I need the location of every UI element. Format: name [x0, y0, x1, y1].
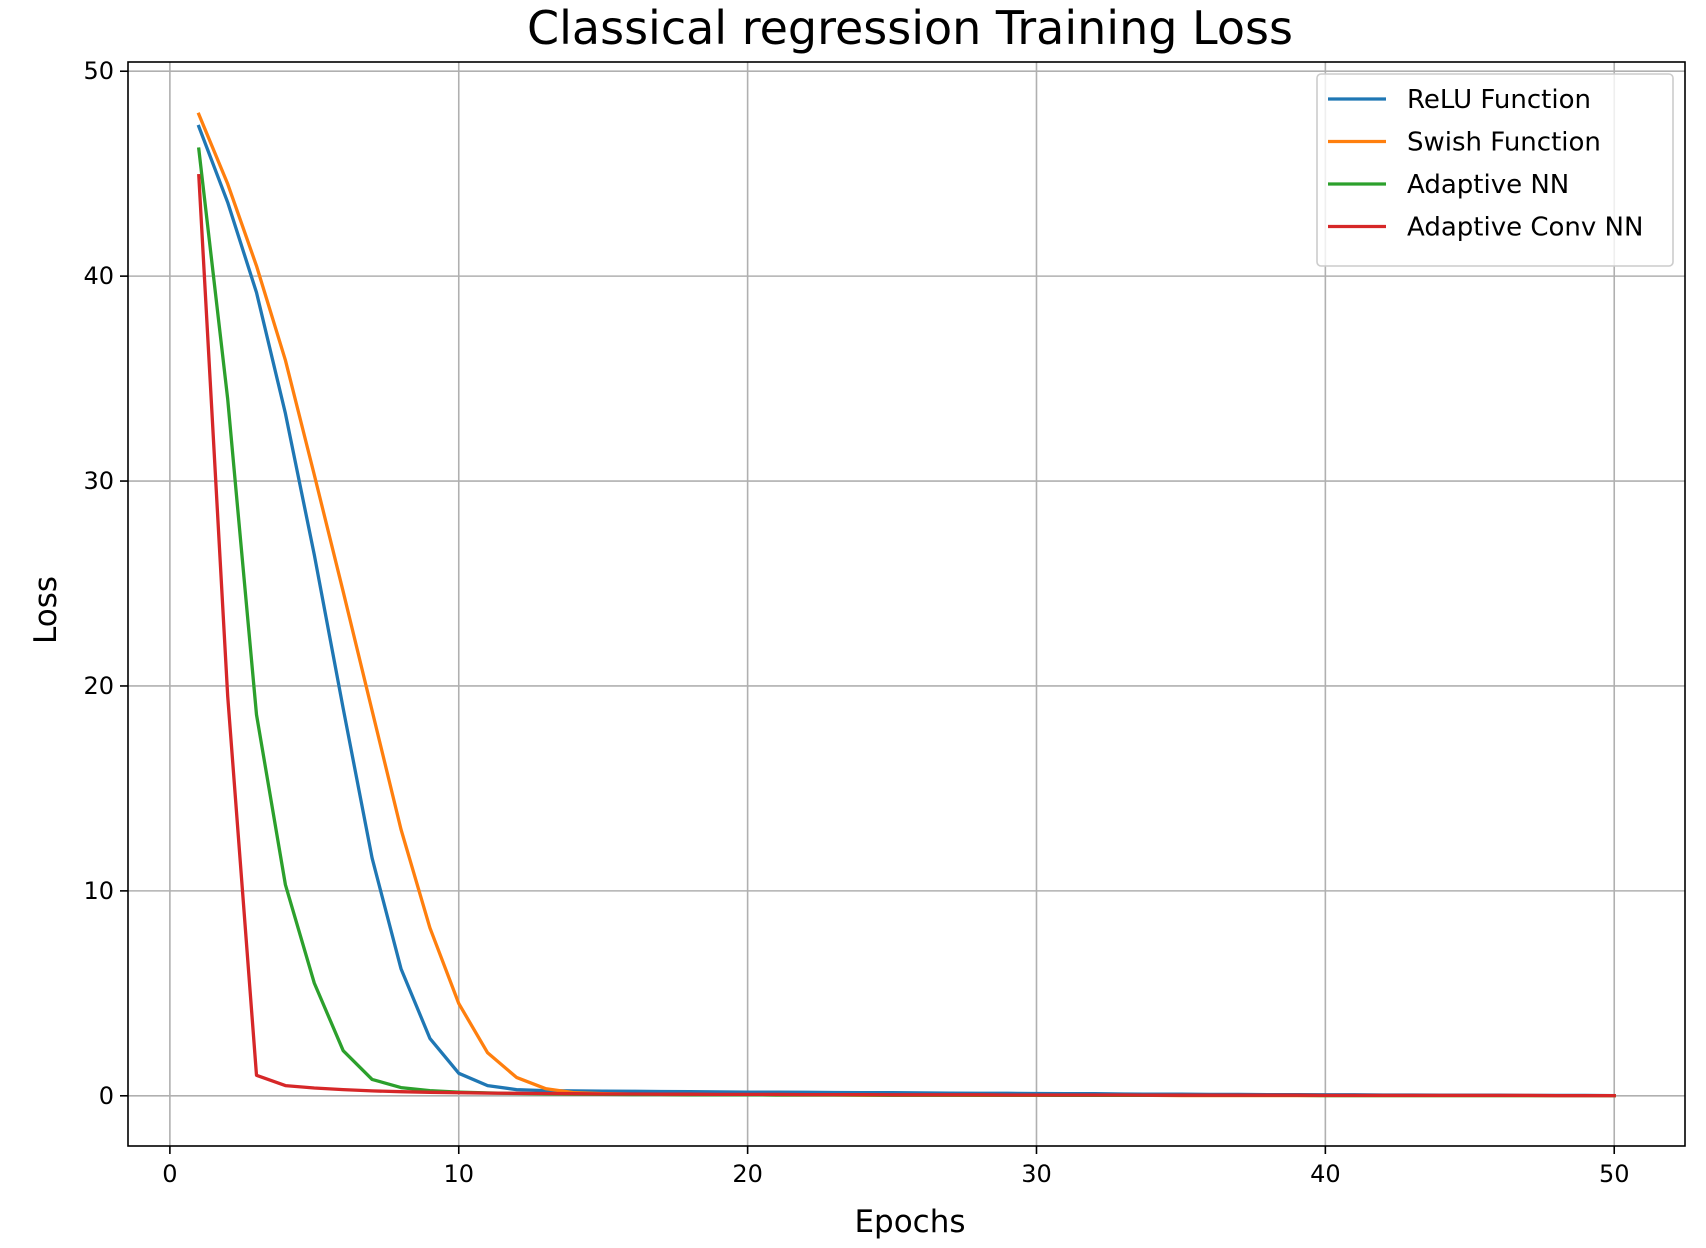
axis-ticks: 0 10 20 30 40 50 0 10 20 30 40 50 [83, 57, 1629, 1188]
y-tick-label: 30 [83, 467, 114, 495]
x-axis-label: Epochs [854, 1204, 965, 1240]
y-tick-label: 50 [83, 57, 114, 85]
legend-label: Adaptive NN [1407, 170, 1569, 200]
chart-title: Classical regression Training Loss [527, 1, 1293, 55]
legend-box [1316, 73, 1674, 267]
series-lines [196, 112, 1616, 1098]
legend-label: ReLU Function [1407, 85, 1591, 115]
legend-label: Adaptive Conv NN [1407, 213, 1643, 243]
x-tick-label: 40 [1310, 1160, 1341, 1188]
x-tick-label: 0 [162, 1160, 177, 1188]
legend-label: Swish Function [1407, 128, 1601, 158]
x-tick-label: 30 [1021, 1160, 1052, 1188]
x-tick-label: 10 [443, 1160, 474, 1188]
x-tick-label: 50 [1599, 1160, 1630, 1188]
legend: ReLU Function Swish Function Adaptive NN Ad… [1316, 73, 1674, 267]
y-axis-label: Loss [28, 576, 64, 644]
y-tick-label: 20 [83, 672, 114, 700]
plot-frame [127, 61, 1686, 1147]
grid-lines [128, 62, 1685, 1146]
y-tick-label: 40 [83, 262, 114, 290]
y-tick-label: 10 [83, 877, 114, 905]
y-tick-label: 0 [99, 1082, 114, 1110]
series-line-4 [197, 173, 1616, 1098]
x-tick-label: 20 [732, 1160, 763, 1188]
